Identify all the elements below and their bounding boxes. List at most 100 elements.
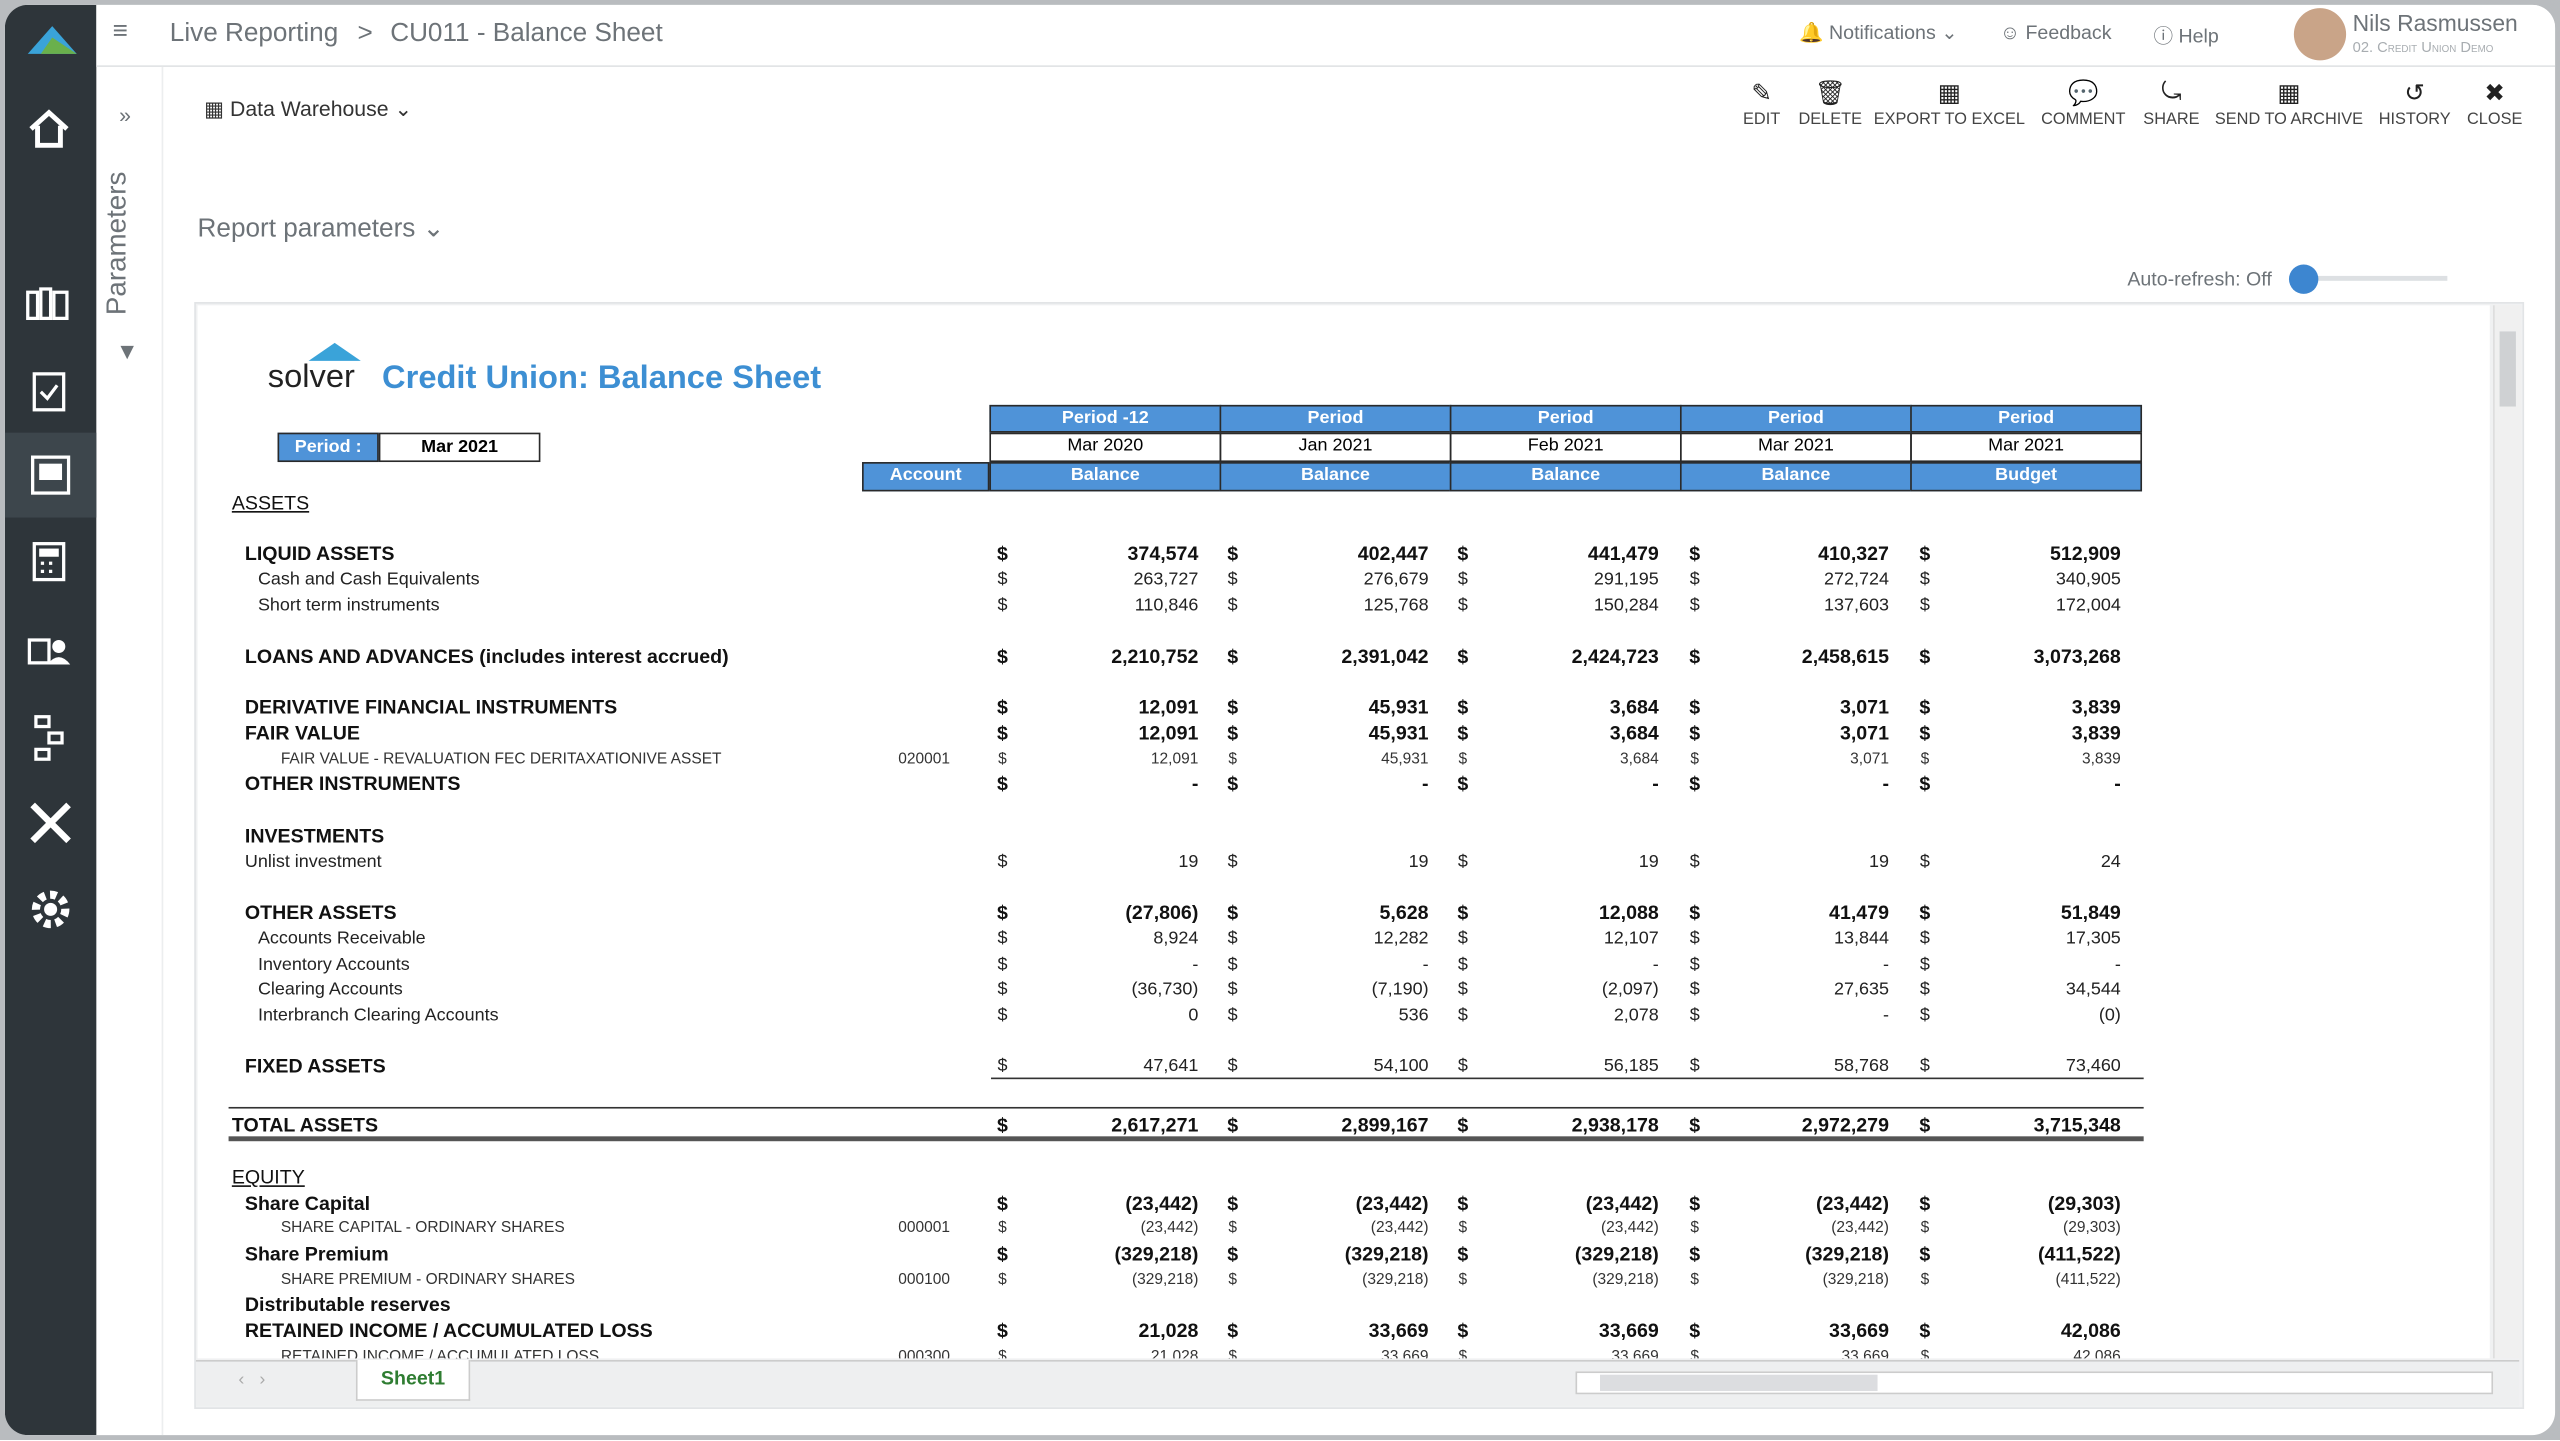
toolbar-action[interactable]: ✖CLOSE xyxy=(2467,78,2522,129)
toolbar-action[interactable]: ↺HISTORY xyxy=(2379,78,2451,129)
nav-flow[interactable] xyxy=(33,713,69,762)
cell-value: 33,669 xyxy=(1369,1319,1429,1342)
currency-symbol: $ xyxy=(997,772,1008,795)
currency-symbol: $ xyxy=(1227,722,1238,745)
cell-value: 33,669 xyxy=(1842,1348,1889,1359)
nav-tools[interactable] xyxy=(26,798,75,847)
currency-symbol: $ xyxy=(1690,1006,1700,1026)
cell-value: 0 xyxy=(1188,1006,1198,1026)
toolbar-action[interactable]: ▦EXPORT TO EXCEL xyxy=(1874,78,2025,129)
currency-symbol: $ xyxy=(1689,772,1700,795)
breadcrumb-item[interactable]: Live Reporting xyxy=(170,20,338,49)
nav-calculator[interactable] xyxy=(31,540,67,582)
currency-symbol: $ xyxy=(997,955,1007,975)
row-label: FAIR VALUE xyxy=(245,722,360,745)
cell-value: - xyxy=(1883,1006,1889,1026)
action-icon: ▦ xyxy=(1874,78,2025,111)
row-label: Share Premium xyxy=(245,1242,389,1265)
avatar[interactable] xyxy=(2294,8,2346,60)
cell-value: (0) xyxy=(2099,1006,2121,1026)
toolbar-action[interactable]: ▦SEND TO ARCHIVE xyxy=(2215,78,2363,129)
parameters-title[interactable]: Parameters xyxy=(101,172,134,315)
cell-value: 276,679 xyxy=(1364,570,1429,590)
vertical-scrollbar[interactable] xyxy=(2493,305,2521,1358)
cell-value: 2,617,271 xyxy=(1111,1113,1198,1136)
nav-library[interactable] xyxy=(24,282,73,324)
toolbar-action[interactable]: ✎EDIT xyxy=(1743,78,1780,129)
currency-symbol: $ xyxy=(1689,1192,1700,1215)
toolbar-action[interactable]: 🗑DELETE xyxy=(1798,78,1862,129)
nav-users[interactable] xyxy=(26,632,75,671)
currency-symbol: $ xyxy=(1920,955,1930,975)
currency-symbol: $ xyxy=(998,750,1007,768)
sheet-tab[interactable]: Sheet1 xyxy=(356,1360,470,1401)
help[interactable]: ⓘ Help xyxy=(2153,21,2218,49)
currency-symbol: $ xyxy=(1228,570,1238,590)
currency-symbol: $ xyxy=(1920,929,1930,949)
logo-mark xyxy=(309,343,361,361)
cell-value: 512,909 xyxy=(2050,542,2121,565)
report-title: Credit Union: Balance Sheet xyxy=(382,360,821,398)
cell-value: (29,303) xyxy=(2048,1192,2121,1215)
notifications[interactable]: 🔔 Notifications ⌄ xyxy=(1799,21,1957,44)
nav-settings[interactable] xyxy=(28,887,74,933)
menu-icon[interactable]: ≡ xyxy=(113,18,128,47)
currency-symbol: $ xyxy=(1458,852,1468,872)
expand-icon[interactable]: » xyxy=(119,103,131,127)
cell-value: (23,442) xyxy=(1371,1219,1429,1237)
user-name[interactable]: Nils Rasmussen xyxy=(2353,10,2518,36)
currency-symbol: $ xyxy=(1690,929,1700,949)
report-parameters[interactable]: Report parameters ⌄ xyxy=(198,212,445,245)
cell-value: 13,844 xyxy=(1834,929,1889,949)
toolbar-action[interactable]: 💬COMMENT xyxy=(2041,78,2125,129)
currency-symbol: $ xyxy=(1457,1192,1468,1215)
feedback[interactable]: ☺ Feedback xyxy=(2000,21,2112,44)
column-measure: Balance xyxy=(1220,462,1452,491)
currency-symbol: $ xyxy=(1228,1348,1237,1359)
currency-symbol: $ xyxy=(1457,1319,1468,1342)
currency-symbol: $ xyxy=(1690,1271,1699,1289)
row-label: Clearing Accounts xyxy=(258,980,403,1000)
cell-value: 27,635 xyxy=(1834,980,1889,1000)
cell-value: 12,088 xyxy=(1599,901,1659,924)
action-icon: ⤿ xyxy=(2143,78,2199,111)
currency-symbol: $ xyxy=(1920,596,1930,616)
currency-symbol: $ xyxy=(998,1271,1007,1289)
data-source[interactable]: ▦ Data Warehouse ⌄ xyxy=(204,96,412,122)
account-number: 000100 xyxy=(898,1271,950,1289)
currency-symbol: $ xyxy=(1689,696,1700,719)
cell-value: 24 xyxy=(2101,852,2121,872)
cell-value: (411,522) xyxy=(2038,1242,2121,1265)
toolbar-action[interactable]: ⤿SHARE xyxy=(2143,78,2199,129)
currency-symbol: $ xyxy=(1690,852,1700,872)
nav-home[interactable] xyxy=(28,108,70,150)
nav-tasks[interactable] xyxy=(29,367,68,413)
scroll-thumb[interactable] xyxy=(1600,1375,1878,1391)
app-window: ≡ Live Reporting > CU011 - Balance Sheet… xyxy=(5,5,2555,1435)
currency-symbol: $ xyxy=(1919,722,1930,745)
horizontal-scrollbar[interactable] xyxy=(1576,1371,2494,1394)
scroll-thumb[interactable] xyxy=(2500,331,2516,406)
sheet-bar: ‹ › Sheet1 xyxy=(196,1360,2519,1406)
cell-value: (329,218) xyxy=(1592,1271,1658,1289)
cell-value: (23,442) xyxy=(1141,1219,1199,1237)
currency-symbol: $ xyxy=(1919,1113,1930,1136)
currency-symbol: $ xyxy=(1227,901,1238,924)
cell-value: 12,107 xyxy=(1604,929,1659,949)
sheet-nav[interactable]: ‹ › xyxy=(238,1370,265,1390)
cell-value: 374,574 xyxy=(1128,542,1199,565)
cell-value: (411,522) xyxy=(2056,1271,2121,1289)
nav-reports[interactable] xyxy=(29,454,71,496)
auto-refresh-toggle[interactable] xyxy=(2289,264,2318,293)
cell-value: 410,327 xyxy=(1818,542,1889,565)
currency-symbol: $ xyxy=(1921,750,1930,768)
filter-icon[interactable]: ▼ xyxy=(116,338,139,364)
cell-value: 12,282 xyxy=(1374,929,1429,949)
currency-symbol: $ xyxy=(1228,852,1238,872)
column-period: Period xyxy=(1680,405,1912,433)
currency-symbol: $ xyxy=(1919,542,1930,565)
currency-symbol: $ xyxy=(997,570,1007,590)
cell-value: 42,086 xyxy=(2073,1348,2120,1359)
cell-value: 2,899,167 xyxy=(1341,1113,1428,1136)
cell-value: (329,218) xyxy=(1114,1242,1198,1265)
